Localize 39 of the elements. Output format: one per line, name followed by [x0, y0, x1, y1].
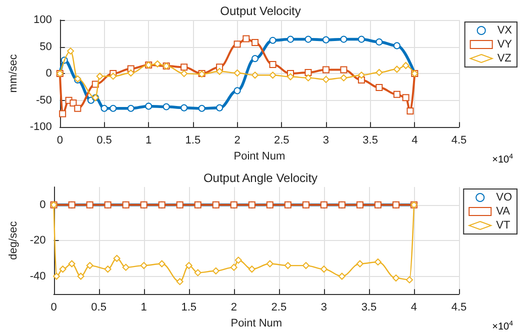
legend-label: VY [497, 38, 513, 50]
x-axis-title: Point Num [234, 150, 286, 162]
y-tick-label: -40 [30, 270, 46, 282]
y-tick-label: 0 [40, 198, 46, 211]
x-tick-label: 3.5 [362, 134, 378, 147]
x-tick-label: 4 [410, 302, 418, 314]
legend-label: VZ [497, 52, 512, 64]
legend-label: VA [496, 206, 511, 218]
x-tick-label: 1 [146, 134, 152, 147]
x-tick-label: 4 [412, 134, 418, 147]
y-tick-label: -20 [30, 234, 46, 247]
legend-label: VT [496, 220, 510, 232]
x-tick-label: 1 [140, 302, 147, 314]
x-axis-title: Point Num [230, 318, 282, 330]
x-tick-label: 4.5 [451, 302, 467, 314]
x-tick-label: 2 [230, 302, 237, 314]
chart-title: Output Angle Velocity [203, 171, 318, 185]
x-tick-label: 3 [320, 302, 327, 314]
x-tick-label: 4.5 [451, 134, 467, 147]
y-axis-title: mm/sec [8, 54, 20, 93]
x-tick-label: 1.5 [181, 302, 197, 314]
x-tick-label: 2.5 [271, 302, 287, 314]
x-tick-label: 3 [322, 134, 330, 147]
x-tick-label: 0.5 [96, 134, 112, 147]
x-tick-label: 0 [56, 134, 63, 147]
y-tick-label: -100 [30, 121, 52, 134]
x-tick-label: 1.5 [185, 134, 201, 147]
legend-label: VX [497, 24, 513, 36]
y-tick-label: 100 [34, 14, 52, 26]
y-tick-label: 0 [46, 68, 52, 80]
x-tick-label: 2 [234, 134, 240, 147]
x-tick-label: 0.5 [91, 302, 106, 314]
legend-label: VO [496, 192, 512, 204]
y-tick-label: -50 [36, 94, 52, 106]
x-tick-label: 2.5 [274, 134, 290, 147]
x-tick-label: 3.5 [361, 302, 377, 314]
y-tick-label: 50 [40, 40, 52, 53]
chart-title: Output Velocity [220, 4, 301, 18]
y-axis-title: deg/sec [8, 220, 20, 260]
